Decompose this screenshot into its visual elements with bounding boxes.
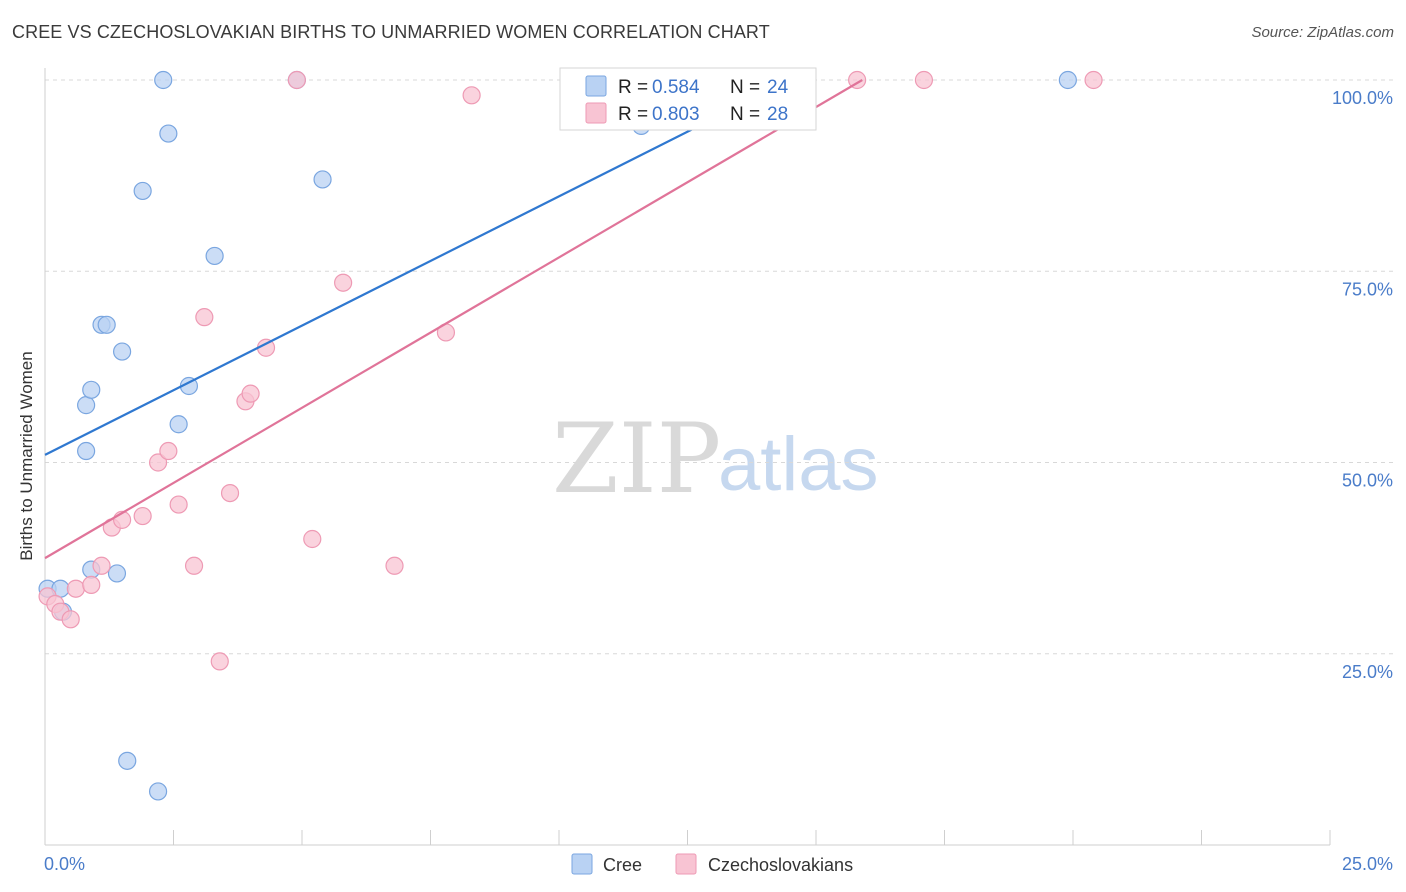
bottom-legend-czech-label: Czechoslovakians: [708, 855, 853, 875]
czech-point: [133, 506, 152, 526]
cree-point: [1058, 70, 1077, 90]
cree-point: [77, 441, 96, 461]
czech-point: [92, 556, 111, 575]
y-tick-label-25: 25.0%: [1342, 662, 1393, 682]
czech-point: [195, 308, 214, 327]
cree-point: [133, 181, 152, 201]
bottom-legend-cree-label: Cree: [603, 855, 642, 875]
y-tick-label-75: 75.0%: [1342, 279, 1393, 299]
cree-point: [82, 380, 101, 399]
cree-point: [148, 782, 168, 801]
czech-point: [385, 556, 404, 575]
czech-point: [334, 273, 353, 292]
czech-points: [38, 70, 1103, 671]
czech-point: [1084, 70, 1103, 90]
gridlines: [45, 79, 1393, 655]
czech-point: [148, 453, 168, 472]
cree-point: [205, 246, 224, 266]
trend-lines: [44, 79, 863, 560]
series-legend: Cree Czechoslovakians: [571, 853, 853, 875]
legend-czech-swatch: [585, 102, 607, 124]
source-credit: Source: ZipAtlas.com: [1251, 24, 1394, 41]
cree-point: [97, 315, 116, 334]
czech-point: [159, 441, 178, 461]
y-tick-label-50: 50.0%: [1342, 471, 1393, 491]
cree-point: [107, 564, 127, 583]
cree-point: [112, 342, 132, 361]
cree-point: [169, 415, 188, 434]
cree-point: [154, 70, 173, 90]
czech-point: [462, 86, 481, 105]
czech-point: [303, 529, 322, 549]
legend-cree-r-value: 0.584: [652, 77, 700, 98]
legend-czech-r-label: R =: [618, 104, 648, 125]
legend-cree-n-value: 24: [767, 77, 789, 98]
czech-trend-line: [44, 79, 863, 560]
legend-cree-r-label: R =: [618, 77, 648, 98]
x-tick-label-min: 0.0%: [44, 854, 85, 874]
cree-point: [118, 751, 137, 770]
czech-point: [241, 384, 260, 403]
cree-point: [159, 124, 178, 143]
czech-point: [82, 575, 101, 595]
cree-point: [77, 396, 96, 415]
stats-legend: R = 0.584 N = 24 R = 0.803 N = 28: [559, 67, 817, 131]
watermark-zip: ZIP: [552, 403, 721, 515]
y-tick-label-100: 100.0%: [1332, 88, 1393, 108]
legend-cree-swatch: [585, 75, 607, 97]
bottom-legend-cree-swatch: [571, 853, 593, 875]
czech-point: [287, 70, 306, 90]
x-tick-label-max: 25.0%: [1342, 854, 1393, 874]
legend-czech-n-value: 28: [767, 104, 788, 125]
czech-point: [220, 484, 240, 503]
cree-point: [313, 170, 332, 189]
czech-point: [66, 579, 85, 598]
y-axis-label: Births to Unmarried Women: [17, 351, 36, 560]
watermark-atlas: atlas: [718, 422, 879, 507]
czech-point: [914, 70, 934, 90]
cree-trend-line: [44, 79, 791, 456]
czech-point: [210, 652, 229, 671]
legend-czech-r-value: 0.803: [652, 104, 700, 125]
legend-cree-n-label: N =: [730, 77, 760, 98]
czech-point: [184, 556, 204, 575]
czech-point: [61, 610, 80, 629]
x-axis-ticks: [44, 830, 1331, 845]
chart-title: CREE VS CZECHOSLOVAKIAN BIRTHS TO UNMARR…: [12, 22, 770, 42]
y-axis-tick-labels: 25.0% 50.0% 75.0% 100.0%: [1332, 88, 1393, 682]
bottom-legend-czech-swatch: [675, 853, 697, 875]
legend-czech-n-label: N =: [730, 104, 760, 125]
czech-point: [169, 495, 188, 514]
